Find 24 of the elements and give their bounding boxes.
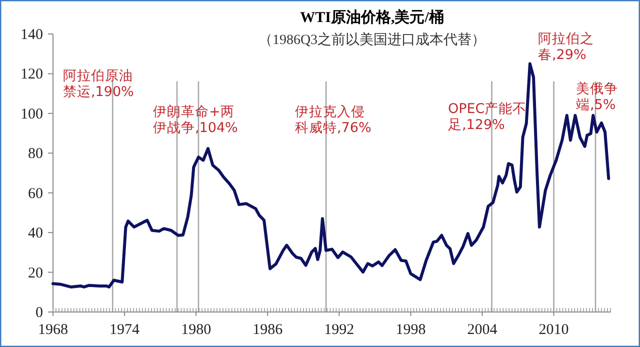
annotation: 伊朗革命+两伊战争,104% <box>153 104 238 136</box>
x-tick-label: 2004 <box>467 322 498 338</box>
x-tick-label: 1986 <box>252 322 284 338</box>
x-tick-label: 1992 <box>324 322 354 338</box>
chart-title: WTI原油价格,美元/桶 <box>300 8 444 26</box>
x-tick-label: 1998 <box>396 322 426 338</box>
x-tick-label: 1968 <box>38 322 68 338</box>
y-tick-label: 120 <box>20 66 43 83</box>
x-tick-label: 1980 <box>181 322 212 338</box>
annotation: 美俄争端,5% <box>576 81 618 113</box>
y-tick-label: 80 <box>28 146 43 162</box>
y-tick-label: 20 <box>28 265 43 282</box>
y-tick-label: 60 <box>28 186 43 202</box>
y-tick-label: 40 <box>28 226 43 242</box>
x-tick-label: 1974 <box>110 322 140 338</box>
y-tick-label: 140 <box>20 27 43 43</box>
x-tick-label: 2010 <box>538 322 569 338</box>
annotation: 伊拉克入侵科威特,76% <box>295 104 372 136</box>
y-tick-label: 0 <box>36 305 43 321</box>
annotation: 阿拉伯原油禁运,190% <box>63 68 134 100</box>
chart-subtitle: （1986Q3之前以美国进口成本代替） <box>258 32 486 48</box>
annotation: OPEC产能不足,129% <box>448 101 527 133</box>
y-tick-label: 100 <box>20 106 43 122</box>
annotation: 阿拉伯之春,29% <box>538 31 594 63</box>
